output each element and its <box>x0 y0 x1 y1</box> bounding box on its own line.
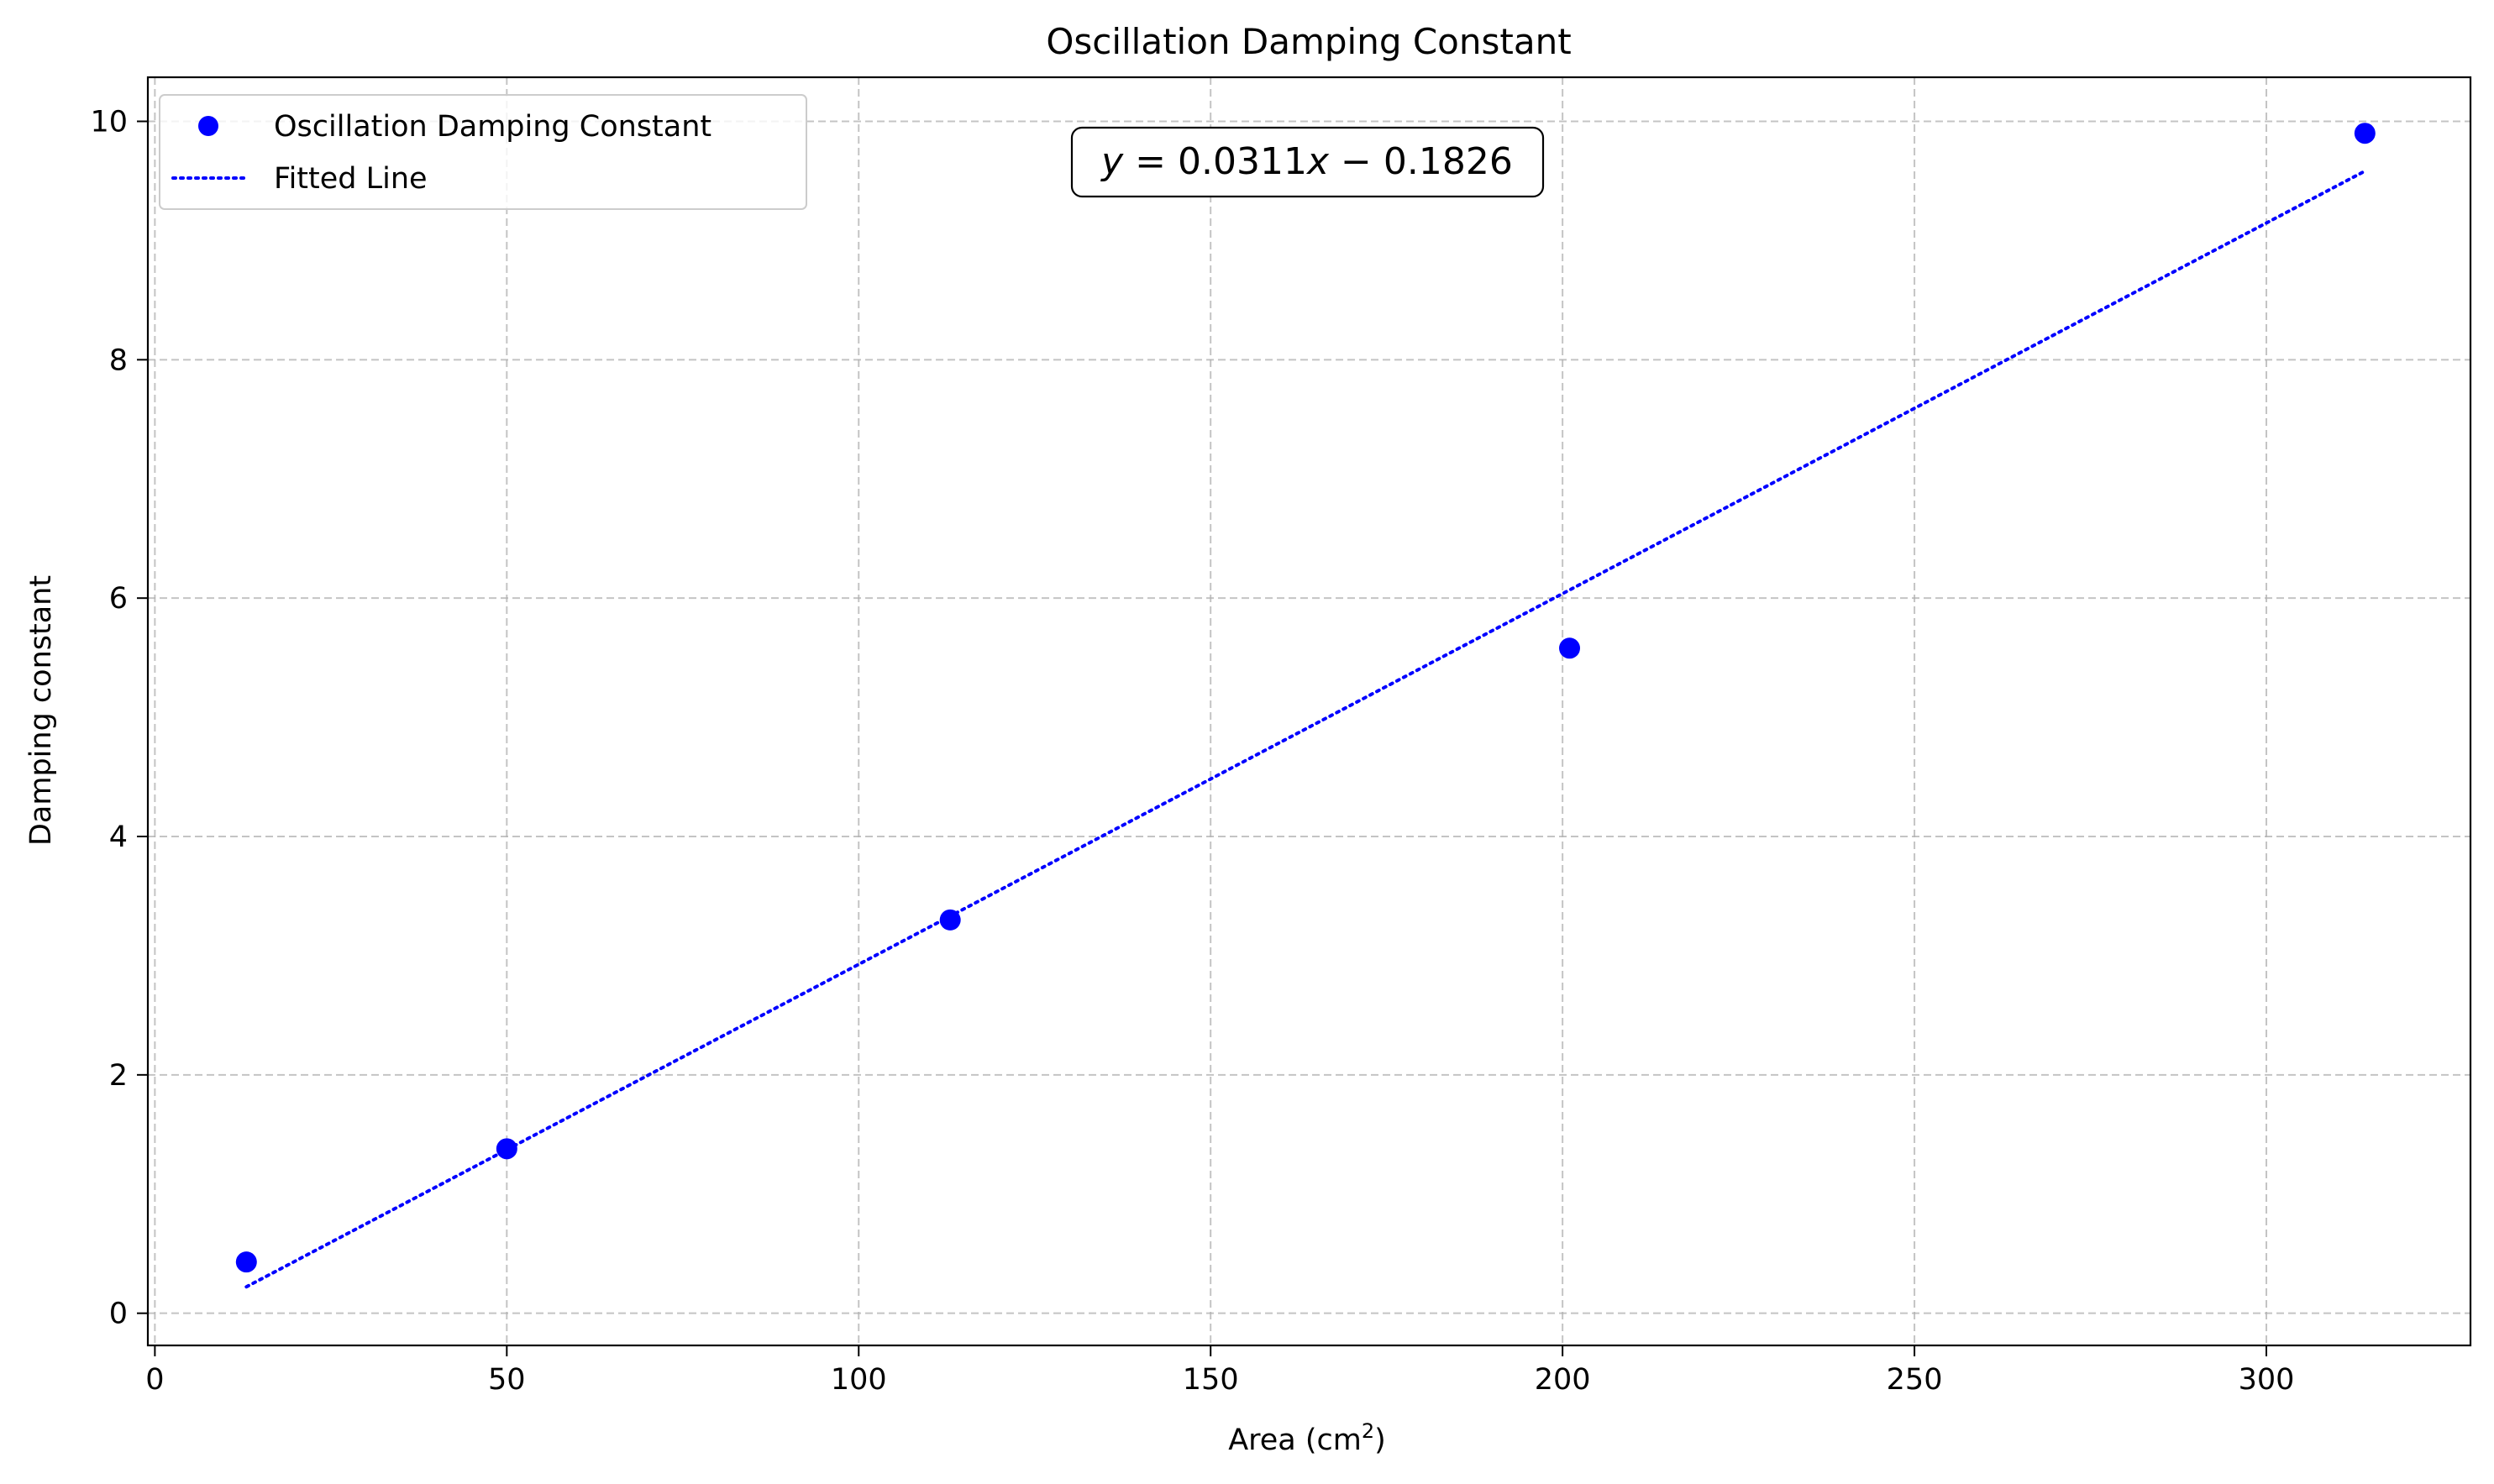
legend-scatter-marker <box>198 116 218 136</box>
equation-text: y = 0.0311x − 0.1826 <box>1100 140 1513 183</box>
x-tick-label-2: 100 <box>831 1363 887 1397</box>
legend-label-fit: Fitted Line <box>274 162 428 196</box>
plot-frame <box>146 76 2472 1347</box>
x-tick-label-4: 200 <box>1535 1363 1591 1397</box>
scatter-points <box>235 123 2376 1273</box>
y-tick-label-4: 8 <box>109 343 128 377</box>
x-tick-label-3: 150 <box>1183 1363 1239 1397</box>
x-axis-ticks: 0 50 100 150 200 250 300 <box>145 1345 2294 1397</box>
grid <box>148 77 2470 1345</box>
x-tick-label-0: 0 <box>145 1363 164 1397</box>
y-tick-label-3: 6 <box>109 582 128 616</box>
x-tick-label-6: 300 <box>2239 1363 2295 1397</box>
x-tick-label-5: 250 <box>1887 1363 1943 1397</box>
fitted-line <box>244 169 2367 1289</box>
x-axis-label-sup: 2 <box>1362 1419 1374 1443</box>
x-axis-label-close: ) <box>1374 1424 1386 1457</box>
data-point-2 <box>939 909 961 931</box>
y-axis-label: Damping constant <box>24 575 58 846</box>
legend-box <box>159 94 807 210</box>
data-point-1 <box>496 1138 517 1160</box>
data-point-0 <box>235 1251 257 1273</box>
y-tick-label-1: 2 <box>109 1059 128 1093</box>
legend: Oscillation Damping Constant Fitted Line <box>159 94 807 210</box>
fitted-line-layer <box>244 169 2367 1289</box>
x-axis-label-main: Area (cm <box>1228 1424 1362 1457</box>
y-tick-label-5: 10 <box>90 106 128 139</box>
x-tick-label-1: 50 <box>488 1363 526 1397</box>
x-axis-label: Area (cm2) <box>1228 1419 1386 1457</box>
data-point-3 <box>1559 637 1581 659</box>
chart-title: Oscillation Damping Constant <box>1046 21 1571 62</box>
y-axis-ticks: 0 2 4 6 8 10 <box>90 106 148 1331</box>
legend-label-scatter: Oscillation Damping Constant <box>274 110 711 144</box>
equation-annotation: y = 0.0311x − 0.1826 <box>1070 126 1545 198</box>
data-point-4 <box>2354 123 2376 144</box>
equation-box <box>1070 126 1545 198</box>
y-tick-label-0: 0 <box>109 1298 128 1331</box>
y-tick-label-2: 4 <box>109 821 128 854</box>
